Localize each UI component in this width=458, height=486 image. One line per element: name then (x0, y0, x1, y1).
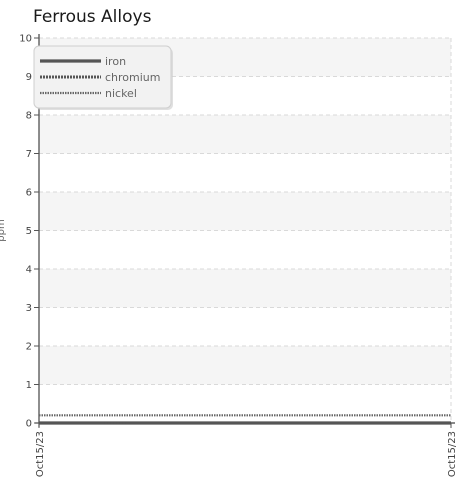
y-axis-label: ppm (0, 219, 7, 241)
y-tick-label: 8 (26, 111, 32, 122)
legend-label-nickel: nickel (105, 87, 137, 100)
y-tick-label: 1 (26, 380, 32, 391)
y-tick-label: 6 (26, 188, 32, 199)
background-band (39, 269, 451, 308)
y-tick-label: 5 (26, 226, 32, 237)
y-tick-label: 7 (26, 149, 32, 160)
background-band (39, 115, 451, 154)
chart-title: Ferrous Alloys (33, 7, 152, 27)
y-tick-label: 3 (26, 303, 32, 314)
x-axis-ticks: Oct15/23 Oct15/23 (35, 423, 458, 477)
plot-background-bands (39, 38, 451, 385)
grid-lines (39, 37, 452, 423)
y-tick-label: 2 (26, 342, 32, 353)
y-tick-label: 0 (26, 419, 32, 430)
y-tick-label: 4 (26, 265, 32, 276)
y-tick-label: 9 (26, 72, 32, 83)
legend: iron chromium nickel (33, 45, 173, 110)
y-tick-label: 10 (19, 34, 32, 45)
x-tick-label: Oct15/23 (35, 431, 46, 477)
background-band (39, 346, 451, 385)
background-band (39, 192, 451, 231)
x-tick-label: Oct15/23 (447, 431, 458, 477)
series-lines (39, 414, 451, 425)
legend-label-chromium: chromium (105, 71, 161, 84)
legend-label-iron: iron (105, 55, 126, 68)
